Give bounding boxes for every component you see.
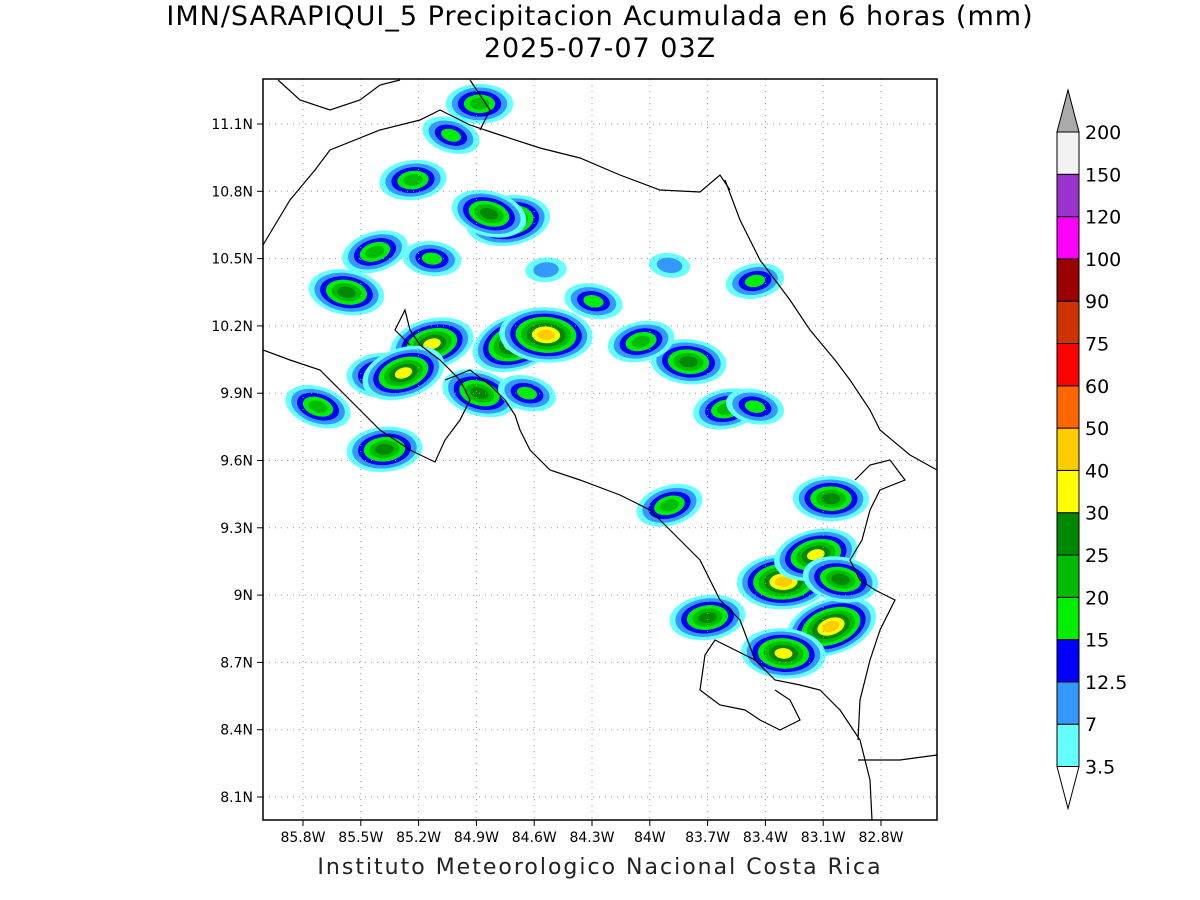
colorbar-swatch bbox=[1056, 512, 1080, 556]
colorbar-swatch bbox=[1056, 216, 1080, 260]
lat-tick-label: 8.4N bbox=[220, 723, 253, 739]
lat-tick-label: 8.7N bbox=[220, 655, 253, 671]
colorbar-label: 120 bbox=[1085, 207, 1121, 229]
rain-cell bbox=[525, 257, 567, 283]
rain-cell bbox=[564, 283, 623, 320]
colorbar-swatch bbox=[1056, 300, 1080, 345]
rain-cell bbox=[346, 426, 423, 473]
rain-cell bbox=[792, 476, 870, 522]
colorbar-swatch bbox=[1056, 131, 1080, 175]
colorbar-legend: 3.5 7 12.5 15 20 25 30 40 50 60 75 90 100 120 150 200 bbox=[1056, 88, 1127, 811]
lon-tick-label: 84.9W bbox=[454, 830, 499, 846]
colorbar-swatch bbox=[1056, 427, 1080, 471]
footer-credit: Instituto Meteorologico Nacional Costa R… bbox=[317, 855, 883, 880]
colorbar-swatch bbox=[1056, 173, 1080, 218]
latitude-labels: 11.1N 10.8N 10.5N 10.2N 9.9N 9.6N 9.3N 9N 8.7N 8.… bbox=[211, 117, 253, 806]
map-title: IMN/SARAPIQUI_5 Precipitacion Acumulada … bbox=[166, 1, 1034, 32]
colorbar-label: 30 bbox=[1085, 503, 1109, 525]
rain-cell bbox=[741, 628, 826, 679]
longitude-labels: 85.8W 85.5W 85.2W 84.9W 84.6W 84.3W 84W 83.7W 83… bbox=[280, 830, 903, 846]
colorbar-label: 75 bbox=[1085, 334, 1109, 356]
colorbar-label: 60 bbox=[1085, 376, 1109, 398]
colorbar-swatch bbox=[1056, 681, 1080, 725]
rain-cell bbox=[342, 230, 408, 274]
rain-cell bbox=[802, 556, 879, 603]
rain-cell bbox=[725, 263, 785, 299]
map-frame bbox=[262, 78, 938, 821]
rain-cell bbox=[499, 307, 593, 363]
rain-cell bbox=[422, 116, 480, 154]
colorbar-swatch bbox=[1056, 258, 1080, 302]
rain-cell bbox=[362, 345, 445, 401]
colorbar-label: 3.5 bbox=[1085, 757, 1115, 779]
rain-cell bbox=[725, 388, 785, 425]
lon-tick-label: 85.5W bbox=[338, 830, 383, 846]
rain-cell bbox=[308, 269, 385, 316]
colorbar-swatch bbox=[1056, 639, 1080, 683]
colorbar-label: 7 bbox=[1085, 714, 1097, 736]
lon-tick-label: 82.8W bbox=[858, 830, 903, 846]
rain-cell bbox=[379, 159, 447, 201]
colorbar-label: 40 bbox=[1085, 460, 1109, 482]
colorbar-swatch bbox=[1056, 385, 1080, 429]
lat-tick-label: 10.2N bbox=[211, 319, 253, 335]
lon-tick-label: 83.1W bbox=[801, 830, 846, 846]
colorbar-label: 90 bbox=[1085, 291, 1109, 313]
colorbar-label: 200 bbox=[1085, 122, 1121, 144]
colorbar-swatch bbox=[1056, 343, 1080, 387]
colorbar-lower-arrow bbox=[1056, 766, 1080, 811]
rain-cell bbox=[607, 320, 675, 363]
lon-tick-label: 84W bbox=[634, 830, 666, 846]
colorbar-label: 50 bbox=[1085, 418, 1109, 440]
rain-cell bbox=[445, 83, 514, 124]
rain-cell bbox=[636, 484, 703, 527]
lat-tick-label: 9N bbox=[234, 588, 253, 604]
rain-cell bbox=[451, 189, 527, 238]
lon-tick-label: 84.6W bbox=[512, 830, 557, 846]
lon-tick-label: 85.8W bbox=[280, 830, 325, 846]
lat-tick-label: 9.3N bbox=[220, 521, 253, 537]
colorbar-swatch bbox=[1056, 596, 1080, 641]
colorbar-swatch bbox=[1056, 469, 1080, 514]
lon-tick-label: 83.4W bbox=[743, 830, 788, 846]
lon-tick-label: 85.2W bbox=[396, 830, 441, 846]
colorbar-upper-arrow bbox=[1056, 88, 1080, 133]
colorbar-label: 25 bbox=[1085, 545, 1109, 567]
precipitation-field bbox=[285, 83, 879, 679]
colorbar-label: 12.5 bbox=[1085, 672, 1127, 694]
colorbar-swatch bbox=[1056, 554, 1080, 598]
colorbar-label: 100 bbox=[1085, 249, 1121, 271]
lat-tick-label: 10.5N bbox=[211, 252, 253, 268]
colorbar-swatch bbox=[1056, 723, 1080, 768]
map-datetime: 2025-07-07 03Z bbox=[483, 33, 717, 64]
lat-tick-label: 9.9N bbox=[220, 386, 253, 402]
rain-cell bbox=[669, 594, 746, 641]
rain-cell bbox=[285, 384, 351, 429]
lat-tick-label: 11.1N bbox=[211, 117, 253, 133]
rain-cell bbox=[650, 339, 727, 385]
colorbar-label: 150 bbox=[1085, 164, 1121, 186]
lat-tick-label: 8.1N bbox=[220, 790, 253, 806]
lon-tick-label: 83.7W bbox=[685, 830, 730, 846]
lon-tick-label: 84.3W bbox=[569, 830, 614, 846]
lat-tick-label: 9.6N bbox=[220, 454, 253, 470]
coastline-borders bbox=[263, 79, 937, 820]
lat-tick-label: 10.8N bbox=[211, 184, 253, 200]
rain-cell bbox=[648, 252, 691, 278]
graticule bbox=[257, 79, 937, 826]
colorbar-label: 15 bbox=[1085, 630, 1109, 652]
colorbar-label: 20 bbox=[1085, 587, 1109, 609]
